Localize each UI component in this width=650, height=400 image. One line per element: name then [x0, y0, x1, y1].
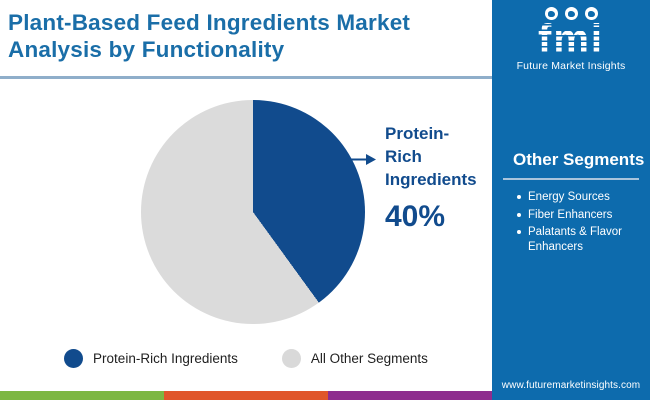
callout-arrow-icon	[345, 154, 376, 165]
list-item: Fiber Enhancers	[517, 208, 641, 223]
sidebar: fmi Future Market Insights Other Segment…	[492, 0, 650, 400]
fmi-logo: fmi Future Market Insights	[492, 7, 650, 72]
globe-icon	[544, 7, 558, 20]
logo-name: Future Market Insights	[516, 60, 626, 72]
callout-value: 40%	[385, 200, 446, 233]
legend-label: All Other Segments	[310, 351, 428, 366]
strip-purple	[328, 391, 492, 400]
other-segments-list: Energy Sources Fiber Enhancers Palatants…	[517, 190, 641, 257]
website-url: www.futuremarketinsights.com	[501, 380, 641, 391]
legend-label: Protein-Rich Ingredients	[93, 351, 238, 366]
globe-icon	[584, 7, 598, 20]
logo-globe-icons	[492, 7, 650, 20]
header-divider	[0, 76, 492, 79]
pie-chart	[141, 100, 365, 324]
page-title: Plant-Based Feed Ingredients Market Anal…	[8, 10, 411, 62]
strip-green	[0, 391, 164, 400]
callout-label: Protein-Rich Ingredients	[385, 124, 477, 189]
heading-underline	[503, 178, 639, 180]
legend-dot-protein	[64, 349, 84, 368]
strip-orange	[164, 391, 328, 400]
legend-dot-other	[281, 349, 301, 368]
legend-item: Protein-Rich Ingredients	[64, 349, 238, 368]
legend-item: All Other Segments	[281, 349, 428, 368]
list-item: Energy Sources	[517, 190, 641, 205]
globe-icon	[564, 7, 578, 20]
pie-callout: Protein-Rich Ingredients 40%	[385, 122, 483, 234]
other-segments-heading: Other Segments	[513, 150, 645, 169]
brand-color-strip	[0, 391, 492, 400]
logo-abbr: fmi	[492, 19, 650, 59]
list-item: Palatants & Flavor Enhancers	[517, 225, 641, 254]
chart-legend: Protein-Rich Ingredients All Other Segme…	[0, 349, 492, 368]
